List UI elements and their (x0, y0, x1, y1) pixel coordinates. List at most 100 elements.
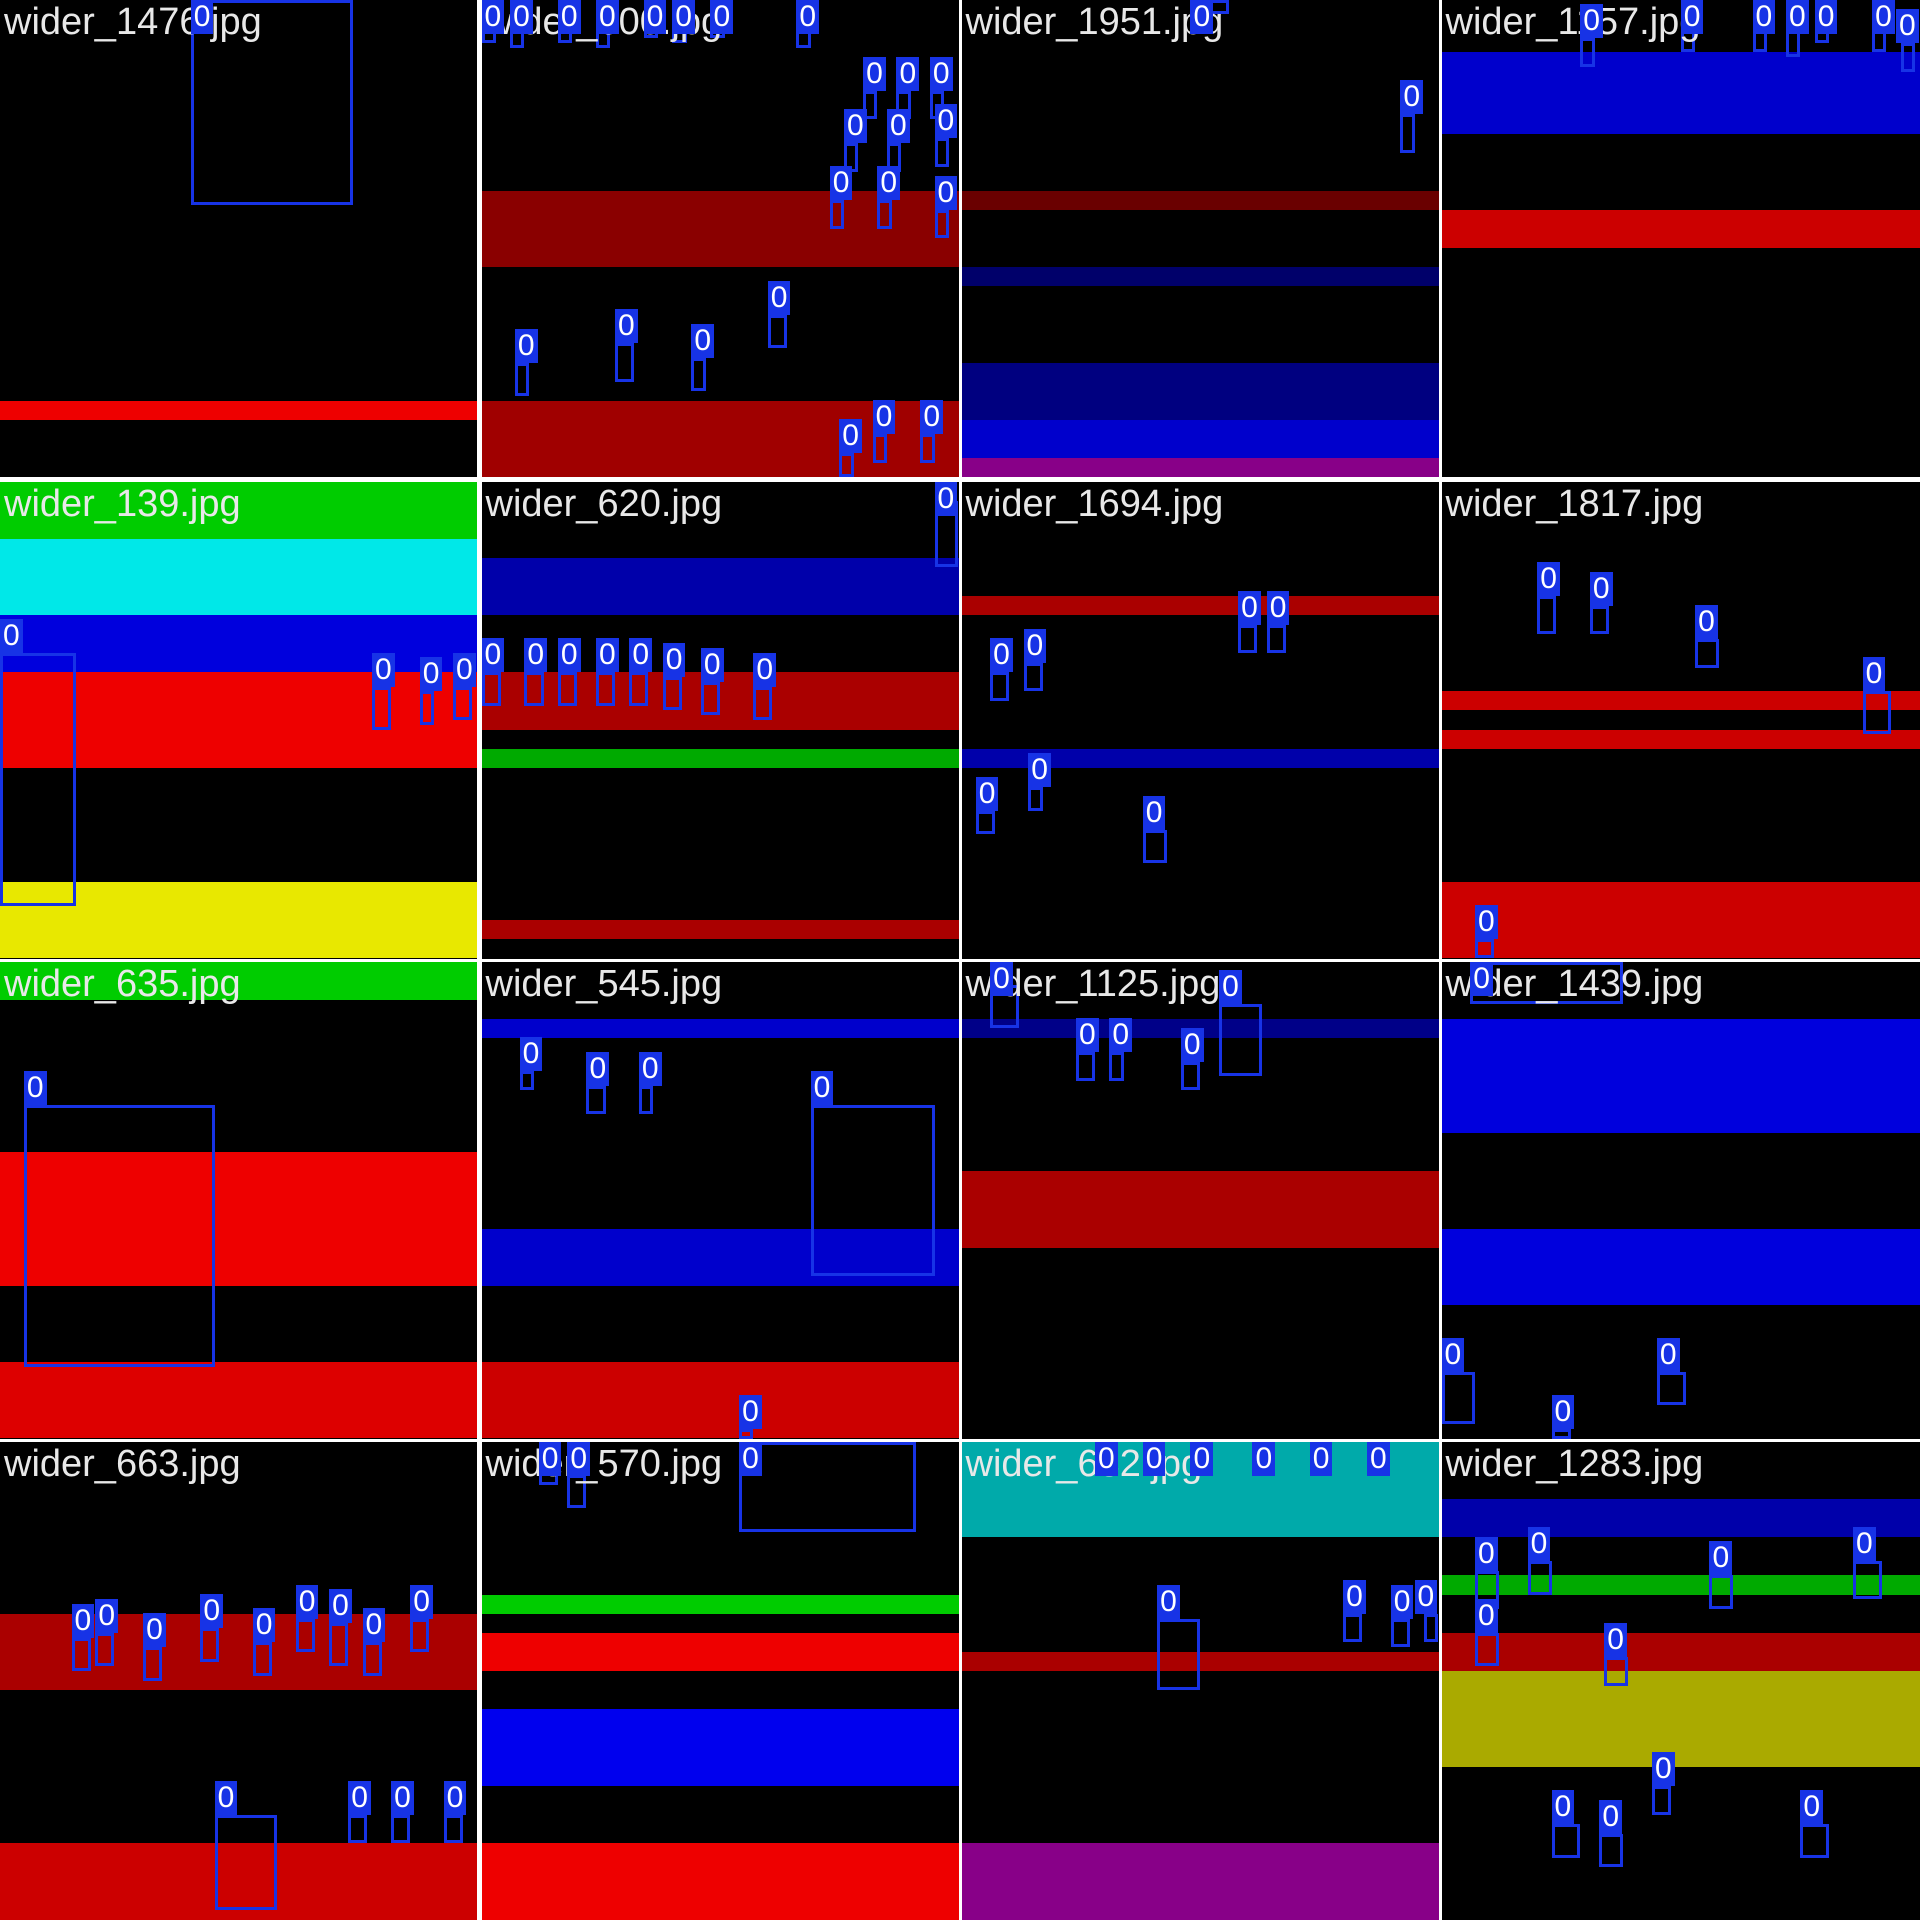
detection-class-label: 0 (214, 1780, 238, 1815)
detection-box (691, 357, 706, 392)
detection-box (595, 672, 616, 706)
detection-class-label: 0 (796, 0, 819, 34)
detection-class-label: 0 (586, 1051, 610, 1086)
mosaic-tile: wider_1817.jpg 0 0 0 0 0 (1441, 481, 1920, 959)
detection-class-label: 0 (481, 0, 505, 34)
detection-class-label: 0 (920, 400, 944, 435)
detection-class-label: 0 (1343, 1579, 1366, 1614)
detection-box (877, 200, 892, 229)
detection-box (1695, 638, 1720, 668)
tile-filename-label: wider_570.jpg (485, 1442, 723, 1485)
image-color-band (1441, 1228, 1920, 1305)
detection-class-label: 0 (767, 280, 791, 315)
mosaic-tile: wider_545.jpg 0 0 0 0 0 (481, 961, 959, 1439)
detection-class-label: 0 (934, 481, 958, 516)
detection-box (0, 653, 77, 907)
mosaic-tile: wider_1157.jpg 0 0 0 0 0 0 0 (1441, 0, 1920, 477)
detection-class-label: 0 (1023, 628, 1047, 663)
detection-class-label: 0 (595, 0, 619, 34)
detection-box (1157, 1618, 1200, 1691)
detection-box (329, 1623, 349, 1667)
detection-class-label: 0 (643, 0, 667, 34)
image-color-band (481, 672, 959, 730)
detection-box (453, 686, 473, 720)
image-color-band (0, 481, 477, 539)
detection-class-label: 0 (524, 638, 548, 673)
detection-box (1709, 1575, 1734, 1609)
detection-class-label: 0 (1814, 0, 1838, 34)
detection-box (410, 1618, 430, 1653)
detection-class-label: 0 (391, 1780, 414, 1815)
image-color-band (1441, 729, 1920, 749)
tile-filename-label: wider_1283.jpg (1445, 1442, 1704, 1485)
detection-class-label: 0 (557, 0, 581, 34)
detection-box (1075, 1052, 1096, 1081)
detection-box (975, 810, 995, 835)
image-color-band (0, 1362, 477, 1439)
detection-class-label: 0 (896, 56, 920, 91)
detection-box (481, 672, 501, 706)
detection-box (1551, 1428, 1571, 1439)
detection-box (1656, 1371, 1686, 1406)
detection-class-label: 0 (95, 1598, 119, 1633)
detection-class-label: 0 (1266, 590, 1290, 625)
detection-class-label: 0 (538, 1441, 562, 1476)
tile-filename-label: wider_1951.jpg (965, 1, 1224, 43)
detection-box (990, 672, 1010, 701)
detection-class-label: 0 (615, 309, 638, 344)
image-color-band (961, 595, 1439, 616)
detection-class-label: 0 (990, 961, 1013, 996)
detection-box (95, 1632, 115, 1667)
detection-class-label: 0 (872, 400, 896, 435)
image-color-band (0, 1843, 477, 1920)
detection-box (1142, 829, 1167, 864)
detection-box (295, 1618, 315, 1653)
image-color-band (961, 1171, 1439, 1248)
detection-box (1474, 1632, 1499, 1667)
image-color-band (961, 362, 1439, 420)
detection-class-label: 0 (143, 1613, 166, 1648)
detection-class-label: 0 (362, 1608, 386, 1643)
detection-class-label: 0 (1551, 1790, 1575, 1825)
detection-box (872, 434, 887, 463)
image-color-band (0, 1152, 477, 1286)
tile-filename-label: wider_545.jpg (485, 962, 723, 1005)
detection-class-label: 0 (810, 1070, 834, 1105)
detection-box (1800, 1824, 1830, 1858)
image-color-band (961, 1843, 1439, 1920)
detection-class-label: 0 (23, 1070, 47, 1105)
image-color-band (1441, 209, 1920, 249)
detection-box (1652, 1786, 1672, 1815)
detection-box (372, 686, 392, 730)
image-color-band (1441, 882, 1920, 959)
detection-class-label: 0 (1474, 1598, 1498, 1633)
tile-filename-label: wider_663.jpg (4, 1442, 241, 1485)
detection-box (348, 1814, 368, 1844)
detection-box (1900, 42, 1916, 72)
image-color-band (481, 1843, 959, 1920)
image-color-band (961, 457, 1439, 477)
detection-class-label: 0 (1474, 1536, 1498, 1571)
detection-class-label: 0 (1180, 1027, 1204, 1062)
tile-filename-label: wider_620.jpg (485, 482, 723, 525)
detection-box (1266, 624, 1286, 654)
detection-class-label: 0 (1527, 1527, 1551, 1562)
mosaic-tile: wider_139.jpg 0 0 0 0 (0, 481, 477, 959)
detection-class-label: 0 (975, 776, 999, 811)
detection-class-label: 0 (934, 104, 958, 139)
detection-class-label: 0 (1752, 0, 1776, 34)
detection-class-label: 0 (1695, 604, 1718, 639)
detection-class-label: 0 (739, 1394, 762, 1429)
detection-class-label: 0 (829, 166, 853, 201)
detection-box (1853, 1561, 1882, 1600)
detection-box (1109, 1052, 1124, 1081)
detection-class-label: 0 (443, 1780, 467, 1815)
image-color-band (961, 1652, 1439, 1672)
detection-class-label: 0 (700, 647, 724, 682)
detection-box (567, 1474, 587, 1509)
detection-class-label: 0 (1709, 1541, 1733, 1576)
detection-class-label: 0 (453, 652, 476, 687)
detection-box (1551, 1824, 1581, 1858)
detection-class-label: 0 (1474, 905, 1498, 940)
mosaic-tile: wider_570.jpg 0 0 0 (481, 1441, 959, 1920)
